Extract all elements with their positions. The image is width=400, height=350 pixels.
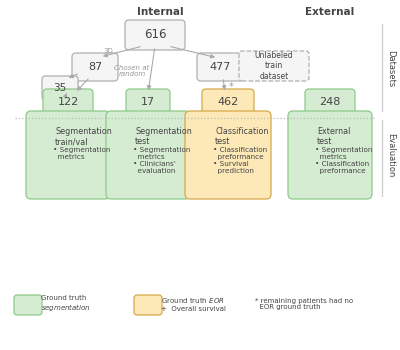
FancyBboxPatch shape xyxy=(202,89,254,115)
Text: • Segmentation
  metrics
• Clinicians'
  evaluation: • Segmentation metrics • Clinicians' eva… xyxy=(133,147,190,174)
Text: Ground truth
$\it{segmentation}$: Ground truth $\it{segmentation}$ xyxy=(41,295,91,313)
Text: • Classification
  preformance
• Survival
  prediction: • Classification preformance • Survival … xyxy=(213,147,267,174)
Text: External
test: External test xyxy=(317,127,350,146)
FancyBboxPatch shape xyxy=(288,111,372,199)
Text: 616: 616 xyxy=(144,28,166,42)
Text: Chosen at
random: Chosen at random xyxy=(114,64,150,77)
Text: Segmentation
train/val: Segmentation train/val xyxy=(55,127,112,146)
FancyBboxPatch shape xyxy=(197,53,243,81)
Text: Classification
test: Classification test xyxy=(215,127,268,146)
Text: 3D: 3D xyxy=(103,48,113,54)
FancyBboxPatch shape xyxy=(305,89,355,115)
Text: • Segmentation
  metrics: • Segmentation metrics xyxy=(53,147,110,160)
FancyBboxPatch shape xyxy=(239,51,309,81)
Text: 248: 248 xyxy=(319,97,341,107)
FancyBboxPatch shape xyxy=(26,111,110,199)
Text: Ground truth $\it{EOR}$
+  Overall survival: Ground truth $\it{EOR}$ + Overall surviv… xyxy=(161,296,226,312)
Text: 122: 122 xyxy=(57,97,79,107)
Text: External: External xyxy=(305,7,355,17)
FancyBboxPatch shape xyxy=(126,89,170,115)
Text: Internal: Internal xyxy=(137,7,183,17)
Text: • Segmentation
  metrics
• Classification
  preformance: • Segmentation metrics • Classification … xyxy=(315,147,372,174)
Text: Unlabeled
train
dataset: Unlabeled train dataset xyxy=(255,51,293,81)
Text: 35: 35 xyxy=(53,83,67,93)
Text: 462: 462 xyxy=(217,97,239,107)
FancyBboxPatch shape xyxy=(185,111,271,199)
FancyBboxPatch shape xyxy=(125,20,185,50)
FancyBboxPatch shape xyxy=(43,89,93,115)
Text: Evaluation: Evaluation xyxy=(386,133,396,177)
FancyBboxPatch shape xyxy=(14,295,42,315)
Text: Datasets: Datasets xyxy=(386,50,396,87)
Text: 87: 87 xyxy=(88,62,102,72)
Text: 477: 477 xyxy=(209,62,231,72)
FancyBboxPatch shape xyxy=(106,111,190,199)
Text: * remaining patients had no
  EOR ground truth: * remaining patients had no EOR ground t… xyxy=(255,298,353,310)
FancyBboxPatch shape xyxy=(42,76,78,100)
FancyBboxPatch shape xyxy=(72,53,118,81)
Text: 17: 17 xyxy=(141,97,155,107)
Text: Segmentation
test: Segmentation test xyxy=(135,127,192,146)
FancyBboxPatch shape xyxy=(134,295,162,315)
Text: *: * xyxy=(229,82,233,92)
